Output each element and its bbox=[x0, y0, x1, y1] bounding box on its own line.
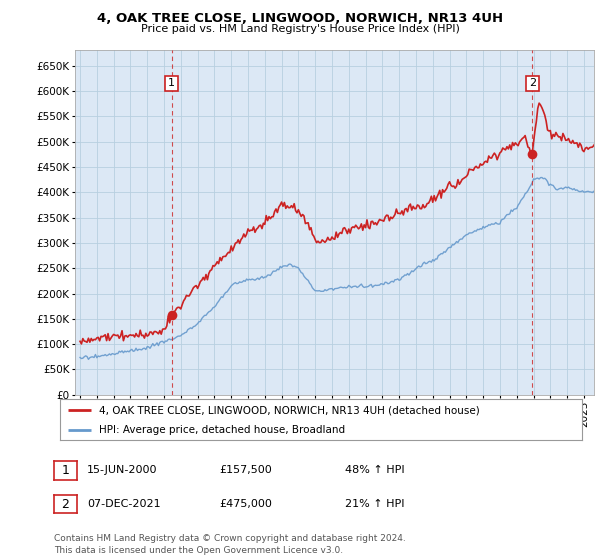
Text: 07-DEC-2021: 07-DEC-2021 bbox=[87, 499, 161, 509]
Text: 2: 2 bbox=[61, 497, 70, 511]
Text: 1: 1 bbox=[168, 78, 175, 88]
Text: 15-JUN-2000: 15-JUN-2000 bbox=[87, 465, 157, 475]
Text: HPI: Average price, detached house, Broadland: HPI: Average price, detached house, Broa… bbox=[99, 424, 345, 435]
Text: Price paid vs. HM Land Registry's House Price Index (HPI): Price paid vs. HM Land Registry's House … bbox=[140, 24, 460, 34]
Text: 2: 2 bbox=[529, 78, 536, 88]
Text: 1: 1 bbox=[61, 464, 70, 477]
Text: 4, OAK TREE CLOSE, LINGWOOD, NORWICH, NR13 4UH (detached house): 4, OAK TREE CLOSE, LINGWOOD, NORWICH, NR… bbox=[99, 405, 480, 415]
Text: 21% ↑ HPI: 21% ↑ HPI bbox=[345, 499, 404, 509]
Text: 4, OAK TREE CLOSE, LINGWOOD, NORWICH, NR13 4UH: 4, OAK TREE CLOSE, LINGWOOD, NORWICH, NR… bbox=[97, 12, 503, 25]
Text: £157,500: £157,500 bbox=[219, 465, 272, 475]
Text: £475,000: £475,000 bbox=[219, 499, 272, 509]
Text: 48% ↑ HPI: 48% ↑ HPI bbox=[345, 465, 404, 475]
Text: Contains HM Land Registry data © Crown copyright and database right 2024.
This d: Contains HM Land Registry data © Crown c… bbox=[54, 534, 406, 556]
